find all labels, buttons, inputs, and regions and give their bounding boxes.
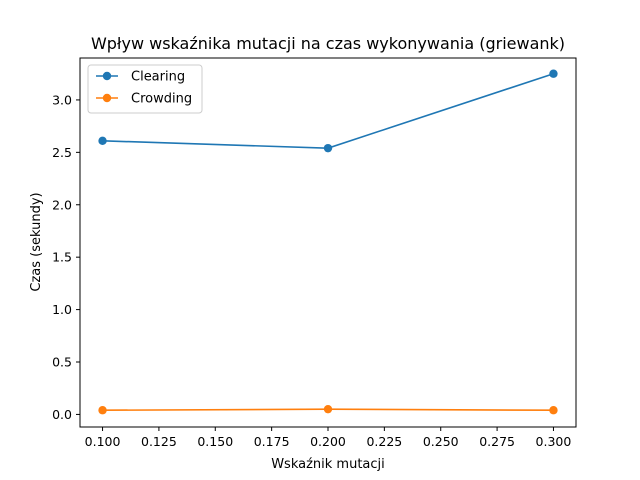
x-axis-ticks: 0.100 0.125 0.150 0.175 0.200 0.225 0.250 0.275… — [85, 427, 572, 449]
y-tick-label: 3.0 — [52, 92, 72, 107]
x-tick-label: 0.250 — [423, 434, 459, 449]
x-tick-label: 0.300 — [536, 434, 572, 449]
x-axis-label: Wskaźnik mutacji — [271, 457, 385, 472]
x-tick-label: 0.125 — [141, 434, 177, 449]
legend: Clearing Crowding — [87, 64, 203, 114]
data-point-clearing — [323, 143, 333, 153]
x-tick-label: 0.100 — [85, 434, 121, 449]
y-tick-label: 2.0 — [52, 197, 72, 212]
legend-marker-crowding — [102, 93, 112, 103]
data-point-clearing — [549, 69, 558, 78]
series-layer — [98, 69, 558, 415]
x-tick-label: 0.200 — [310, 434, 346, 449]
data-point-crowding — [549, 406, 558, 415]
data-point-crowding — [98, 406, 107, 415]
y-axis-ticks: 0.0 0.5 1.0 1.5 2.0 2.5 3.0 — [52, 92, 80, 422]
legend-label-clearing: Clearing — [131, 70, 185, 85]
x-tick-label: 0.225 — [366, 434, 402, 449]
x-tick-label: 0.275 — [479, 434, 515, 449]
chart-title: Wpływ wskaźnika mutacji na czas wykonywa… — [91, 34, 565, 53]
legend-label-crowding: Crowding — [131, 92, 192, 107]
legend-box — [87, 64, 203, 114]
x-tick-label: 0.150 — [197, 434, 233, 449]
y-tick-label: 0.5 — [52, 355, 72, 370]
y-tick-label: 1.0 — [52, 302, 72, 317]
y-tick-label: 2.5 — [52, 145, 72, 160]
data-point-clearing — [98, 136, 107, 146]
y-axis-label: Czas (sekundy) — [29, 192, 44, 291]
legend-marker-clearing — [102, 71, 112, 81]
y-tick-label: 0.0 — [52, 407, 72, 422]
data-point-crowding — [323, 404, 333, 414]
x-tick-label: 0.175 — [254, 434, 290, 449]
y-tick-label: 1.5 — [52, 250, 72, 265]
